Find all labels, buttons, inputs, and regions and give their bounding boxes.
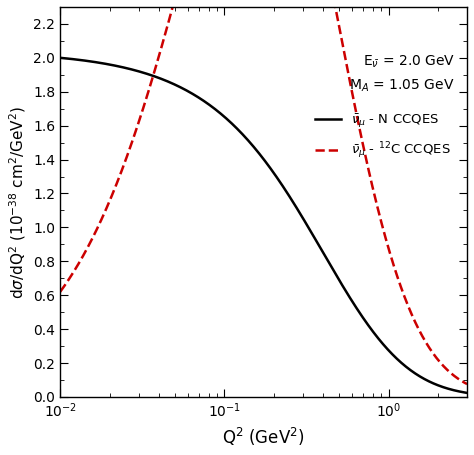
$\bar{\nu}_\mu$ - $^{12}$C CCQES <box>464 381 470 387</box>
$\bar{\nu}_\mu$ - N CCQES <box>317 243 322 249</box>
Line: $\bar{\nu}_\mu$ - N CCQES: $\bar{\nu}_\mu$ - N CCQES <box>60 58 467 393</box>
Text: E$_{\bar{\nu}}$ = 2.0 GeV
M$_A$ = 1.05 GeV: E$_{\bar{\nu}}$ = 2.0 GeV M$_A$ = 1.05 G… <box>349 54 455 94</box>
$\bar{\nu}_\mu$ - $^{12}$C CCQES <box>82 249 88 255</box>
Line: $\bar{\nu}_\mu$ - $^{12}$C CCQES: $\bar{\nu}_\mu$ - $^{12}$C CCQES <box>60 0 467 384</box>
$\bar{\nu}_\mu$ - N CCQES <box>464 390 470 395</box>
$\bar{\nu}_\mu$ - N CCQES <box>366 323 372 329</box>
Legend: $\bar{\nu}_\mu$ - N CCQES, $\bar{\nu}_\mu$ - $^{12}$C CCQES: $\bar{\nu}_\mu$ - N CCQES, $\bar{\nu}_\m… <box>309 107 456 167</box>
$\bar{\nu}_\mu$ - $^{12}$C CCQES <box>408 310 414 316</box>
$\bar{\nu}_\mu$ - $^{12}$C CCQES <box>366 170 372 176</box>
Y-axis label: d$\sigma$/dQ$^2$ (10$^{-38}$ cm$^2$/GeV$^2$): d$\sigma$/dQ$^2$ (10$^{-38}$ cm$^2$/GeV$… <box>7 106 27 298</box>
$\bar{\nu}_\mu$ - N CCQES <box>82 58 88 63</box>
$\bar{\nu}_\mu$ - $^{12}$C CCQES <box>57 289 63 294</box>
X-axis label: Q$^2$ (GeV$^2$): Q$^2$ (GeV$^2$) <box>222 426 305 448</box>
$\bar{\nu}_\mu$ - N CCQES <box>57 55 63 61</box>
$\bar{\nu}_\mu$ - N CCQES <box>304 222 310 228</box>
$\bar{\nu}_\mu$ - N CCQES <box>293 205 299 210</box>
$\bar{\nu}_\mu$ - N CCQES <box>408 368 413 373</box>
